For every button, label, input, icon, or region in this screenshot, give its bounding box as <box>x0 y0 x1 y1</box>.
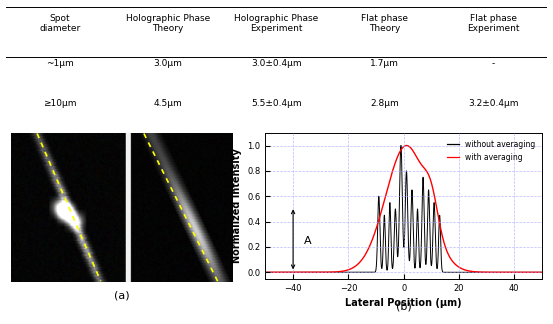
with averaging <box>442 245 448 249</box>
Text: (b): (b) <box>396 301 411 311</box>
Legend: without averaging, with averaging: without averaging, with averaging <box>444 137 538 165</box>
with averaging <box>539 270 545 274</box>
with averaging <box>262 270 269 274</box>
without averaging <box>468 270 475 274</box>
with averaging <box>428 181 435 185</box>
without averaging <box>539 270 545 274</box>
with averaging <box>312 270 319 274</box>
Line: with averaging: with averaging <box>265 145 542 272</box>
with averaging <box>489 270 496 274</box>
with averaging <box>468 270 475 273</box>
without averaging <box>442 270 448 274</box>
Text: A: A <box>304 236 312 246</box>
Line: without averaging: without averaging <box>265 145 542 272</box>
Y-axis label: Normalized Intensity: Normalized Intensity <box>232 148 242 263</box>
without averaging <box>428 264 435 268</box>
without averaging <box>262 270 269 274</box>
without averaging <box>368 270 374 274</box>
without averaging <box>398 144 404 147</box>
without averaging <box>312 270 319 274</box>
with averaging <box>403 144 410 147</box>
without averaging <box>489 270 496 274</box>
with averaging <box>368 241 374 245</box>
Text: (a): (a) <box>114 291 129 301</box>
X-axis label: Lateral Position (μm): Lateral Position (μm) <box>346 298 462 308</box>
